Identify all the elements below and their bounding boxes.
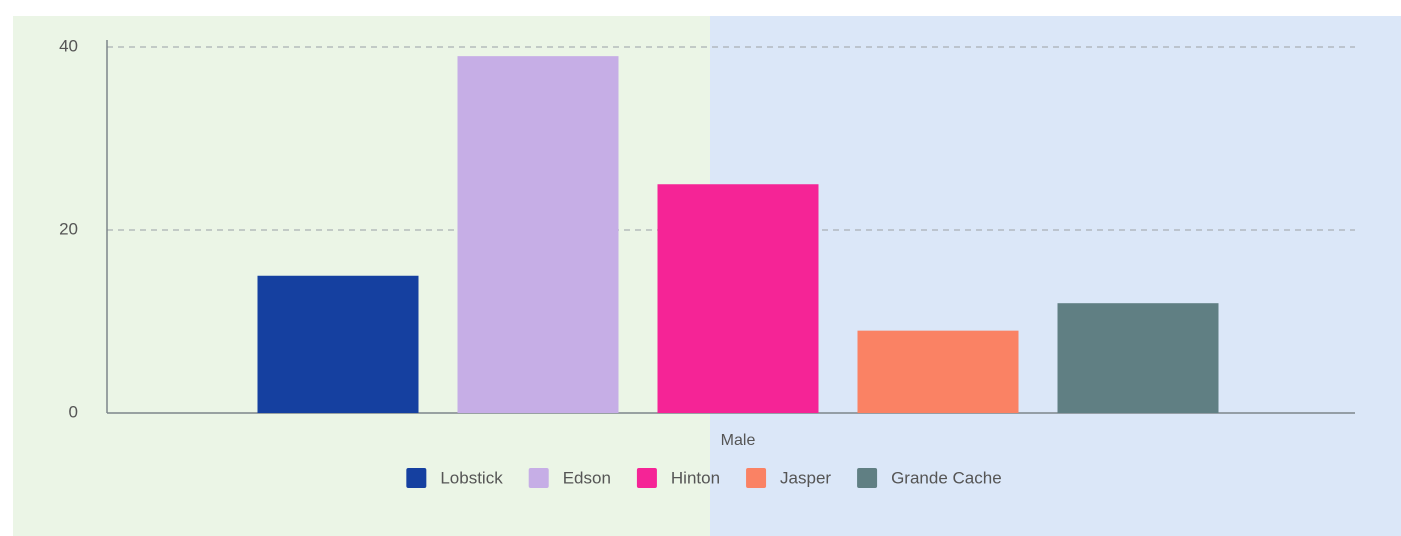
bar [457,56,619,414]
background-band [710,16,1401,536]
legend-swatch [528,468,549,488]
legend-label: Hinton [671,468,720,487]
legend-label: Jasper [780,468,831,487]
y-tick-label: 0 [69,402,78,421]
legend-swatch [746,468,767,488]
y-tick-label: 20 [59,219,78,238]
y-tick-label: 40 [59,36,78,55]
legend-label: Grande Cache [891,468,1002,487]
legend-swatch [406,468,427,488]
bar [857,330,1019,413]
legend-swatch [636,468,657,488]
legend-label: Edson [563,468,611,487]
bar [1057,303,1219,413]
bar [657,184,819,413]
legend-label: Lobstick [440,468,503,487]
bar [257,275,419,413]
x-tick-label: Male [721,432,756,449]
legend-swatch [857,468,878,488]
